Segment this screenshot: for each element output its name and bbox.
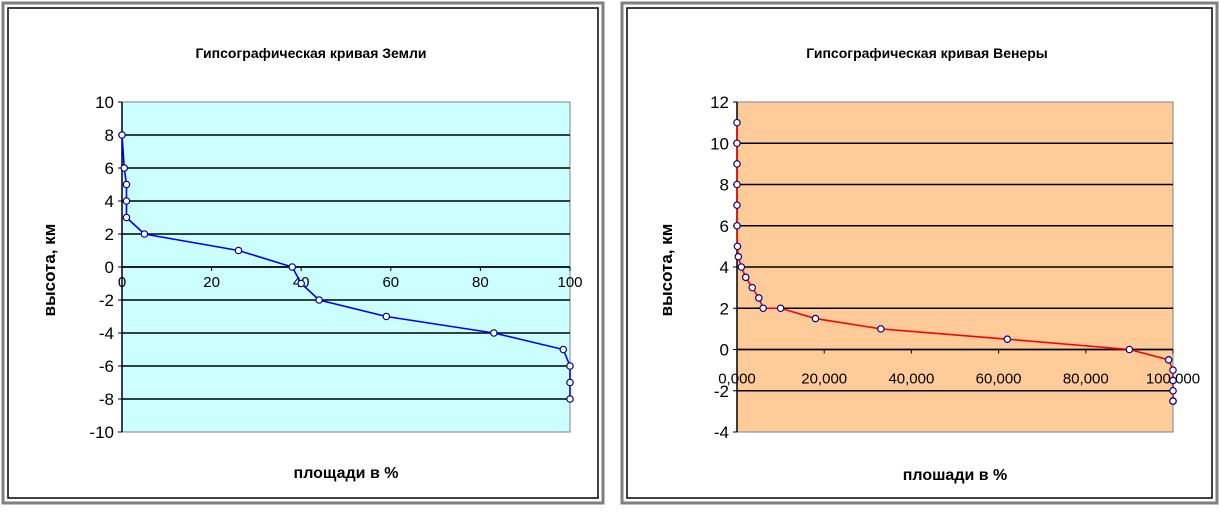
x-tick-label: 0 [118,274,126,291]
series-line [121,134,571,399]
data-point [122,213,131,222]
y-tick-label: -10 [89,423,114,442]
y-tick-label: 0 [105,258,114,277]
data-point [733,139,741,148]
data-point [566,362,574,370]
data-point [566,395,574,403]
data-point [122,180,131,189]
data-point [140,230,149,238]
x-tick-label: 100 [557,274,582,291]
data-point [1164,356,1173,364]
y-tick-label: 10 [710,134,729,153]
data-point [315,296,323,304]
data-point [122,197,131,205]
data-point [288,263,297,271]
data-point [1169,366,1177,374]
y-tick-label: 12 [710,93,729,112]
y-tick-label: 4 [105,192,114,211]
chart-title: Гипсографическая кривая Венеры [806,45,1047,61]
y-tick-label: 2 [105,225,114,244]
data-point [1125,345,1134,354]
y-tick-label: 6 [720,217,729,236]
data-point [748,283,757,292]
x-tick-label: 60,000 [976,371,1022,388]
x-tick-label: 40,000 [888,371,934,388]
x-tick-label: 60 [382,274,399,291]
y-tick-label: 0 [720,341,729,360]
x-tick-label: 0,000 [718,371,756,388]
x-axis-label: плошади в % [903,467,1008,484]
chart-inner-border [7,7,599,499]
data-point [118,131,126,139]
x-tick-label: 20,000 [801,371,847,388]
data-point [733,201,741,209]
data-point [733,242,742,251]
y-tick-label: 6 [105,159,114,178]
data-point [733,221,741,230]
y-tick-label: 2 [720,299,729,318]
data-point [234,246,243,255]
y-tick-label: 4 [720,258,729,277]
data-point [1169,397,1177,405]
x-tick-label: 20 [203,274,220,291]
data-point [733,160,741,168]
data-point [734,252,743,261]
data-point [297,279,306,288]
data-point [382,312,391,321]
chart-title: Гипсографическая кривая Земли [195,45,426,61]
x-axis-label: площади в % [294,465,399,482]
y-tick-label: 10 [95,93,114,112]
y-tick-label: -2 [99,291,114,310]
data-point [733,180,741,189]
data-point [741,273,750,282]
y-tick-label: -4 [714,423,729,442]
y-tick-label: 8 [720,176,729,195]
chart-2: 12 10 8 6 4 2 0 -2 -4 0,000 20,000 40,000 60,000 80,0… [620,1,1219,505]
data-point [566,378,574,387]
data-point [877,325,885,333]
data-point [733,118,741,127]
data-point [559,345,568,354]
y-axis-label: высота, км [657,224,676,317]
data-point [490,329,498,337]
data-point [1169,386,1177,395]
data-point [776,304,785,313]
chart-1: 1086420-2-4-6-8-10020406080100Гипсографи… [1,1,605,505]
x-tick-label: 80,000 [1063,371,1109,388]
data-point [811,314,820,323]
data-point [754,294,763,302]
y-tick-label: -8 [99,390,114,409]
y-tick-label: -6 [99,357,114,376]
data-point [120,164,129,172]
data-point [1003,335,1012,343]
data-point [1169,376,1177,385]
x-tick-label: 80 [472,274,489,291]
data-point [737,263,746,271]
chart-inner-border [626,7,1213,499]
data-point [759,304,767,313]
y-tick-label: -2 [714,382,729,401]
y-tick-label: -4 [99,324,114,343]
y-tick-label: 8 [105,126,114,145]
y-axis-label: высота, км [40,224,59,317]
